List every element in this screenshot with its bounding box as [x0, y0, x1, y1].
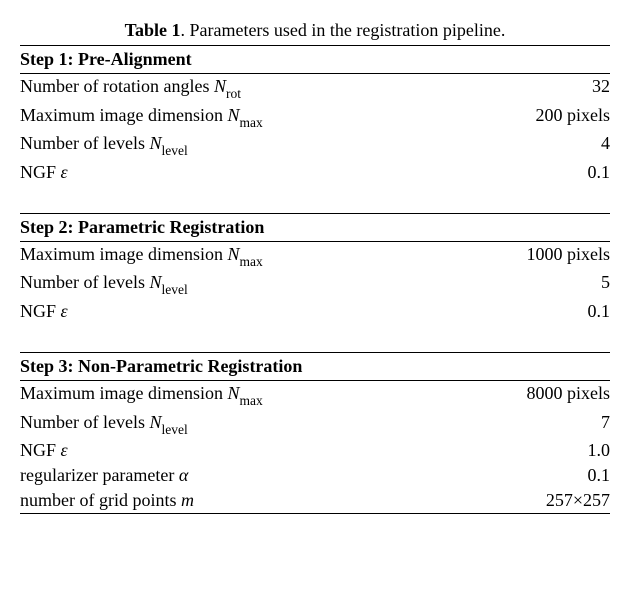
section-header: Step 2: Parametric Registration: [20, 213, 610, 241]
param-label: Number of levels Nlevel: [20, 410, 459, 439]
caption-label: Table 1: [125, 20, 181, 40]
parameters-table: Table 1. Parameters used in the registra…: [20, 20, 610, 514]
param-symbol: ε: [61, 440, 68, 460]
param-value: 7: [459, 410, 610, 439]
param-symbol: m: [181, 490, 194, 510]
param-label: NGF ε: [20, 438, 459, 463]
param-label: Number of levels Nlevel: [20, 270, 459, 299]
param-label: Maximum image dimension Nmax: [20, 103, 459, 132]
param-symbol: N: [214, 76, 226, 96]
table-row: Maximum image dimension Nmax1000 pixels: [20, 241, 610, 270]
table-row: NGF ε0.1: [20, 299, 610, 324]
table-row: Number of rotation angles Nrot32: [20, 74, 610, 103]
param-value: 0.1: [459, 463, 610, 488]
param-value: 200 pixels: [459, 103, 610, 132]
param-label: Number of levels Nlevel: [20, 131, 459, 160]
param-subscript: max: [240, 115, 263, 130]
table-row: Number of levels Nlevel7: [20, 410, 610, 439]
param-symbol: N: [149, 412, 161, 432]
table-row: Number of levels Nlevel4: [20, 131, 610, 160]
param-label: number of grid points m: [20, 488, 459, 514]
section-header: Step 3: Non-Parametric Registration: [20, 352, 610, 380]
param-label: Maximum image dimension Nmax: [20, 380, 459, 409]
table-row: number of grid points m257×257: [20, 488, 610, 514]
param-subscript: max: [240, 393, 263, 408]
table-row: regularizer parameter α0.1: [20, 463, 610, 488]
param-symbol: ε: [61, 301, 68, 321]
param-value: 257×257: [459, 488, 610, 514]
param-value: 1.0: [459, 438, 610, 463]
caption-text: . Parameters used in the registration pi…: [180, 20, 505, 40]
param-symbol: ε: [61, 162, 68, 182]
table-body: Step 1: Pre-AlignmentNumber of rotation …: [20, 45, 610, 514]
table-row: Maximum image dimension Nmax200 pixels: [20, 103, 610, 132]
param-symbol: N: [227, 105, 239, 125]
param-subscript: level: [161, 143, 187, 158]
param-subscript: level: [161, 282, 187, 297]
param-value: 32: [459, 74, 610, 103]
param-label: Maximum image dimension Nmax: [20, 241, 459, 270]
param-label: NGF ε: [20, 160, 459, 185]
table-caption: Table 1. Parameters used in the registra…: [20, 20, 610, 41]
param-label: NGF ε: [20, 299, 459, 324]
param-symbol: N: [149, 133, 161, 153]
param-label: Number of rotation angles Nrot: [20, 74, 459, 103]
param-subscript: level: [161, 422, 187, 437]
param-subscript: rot: [226, 86, 241, 101]
section-header: Step 1: Pre-Alignment: [20, 46, 610, 74]
param-value: 0.1: [459, 299, 610, 324]
param-value: 4: [459, 131, 610, 160]
param-subscript: max: [240, 254, 263, 269]
param-value: 1000 pixels: [459, 241, 610, 270]
param-symbol: α: [179, 465, 188, 485]
table-row: Maximum image dimension Nmax8000 pixels: [20, 380, 610, 409]
param-label: regularizer parameter α: [20, 463, 459, 488]
table-row: NGF ε1.0: [20, 438, 610, 463]
table-row: NGF ε0.1: [20, 160, 610, 185]
param-value: 0.1: [459, 160, 610, 185]
param-value: 5: [459, 270, 610, 299]
param-symbol: N: [227, 244, 239, 264]
param-symbol: N: [149, 272, 161, 292]
param-symbol: N: [227, 383, 239, 403]
param-value: 8000 pixels: [459, 380, 610, 409]
table-row: Number of levels Nlevel5: [20, 270, 610, 299]
